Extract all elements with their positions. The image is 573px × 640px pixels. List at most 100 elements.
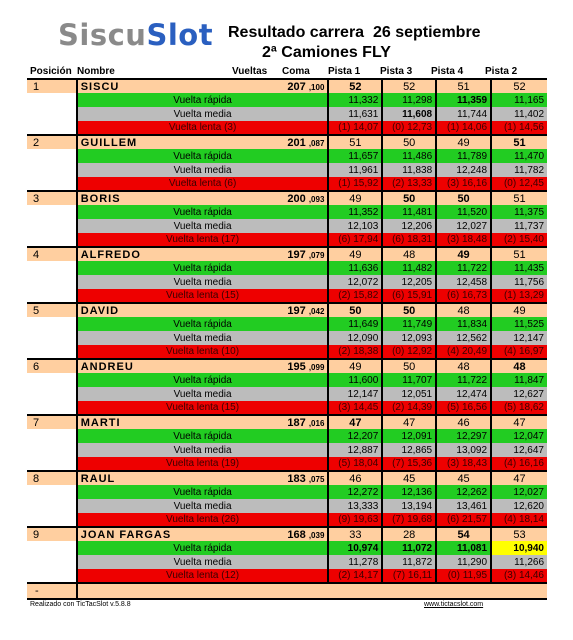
fastest-lap-time: 11,081 xyxy=(435,541,492,555)
slowest-lap-row: Vuelta lenta (12) (2) 14,17 (7) 16,11 (0) 1… xyxy=(27,569,547,583)
track-laps: 47 xyxy=(490,414,547,429)
footer-website-link[interactable]: www.tictacslot.com xyxy=(424,601,484,608)
average-lap-label-text: Vuelta media xyxy=(173,332,232,344)
slowest-lap-label-text: Vuelta lenta xyxy=(166,514,219,525)
track-laps: 49 xyxy=(435,134,492,149)
slowest-lap-time: (3) 14,46 xyxy=(490,569,547,583)
track-laps: 51 xyxy=(490,134,547,149)
average-lap-row: Vuelta media 11,631 11,608 11,744 11,402 xyxy=(27,107,547,121)
fastest-lap-time: 12,027 xyxy=(490,485,547,499)
track-laps: 52 xyxy=(327,78,383,93)
driver-laps: 201 xyxy=(287,136,306,149)
col-track-header: Pista 3 xyxy=(380,66,413,77)
average-lap-label: Vuelta media xyxy=(75,275,329,289)
slowest-lap-row: Vuelta lenta (3) (1) 14,07 (0) 12,73 (1) 14… xyxy=(27,121,547,135)
average-lap-time: 12,147 xyxy=(327,387,383,401)
driver-name: DAVID xyxy=(75,302,238,317)
fastest-lap-label: Vuelta rápida xyxy=(75,429,329,443)
fastest-lap-label: Vuelta rápida xyxy=(75,373,329,387)
fastest-lap-time: 10,974 xyxy=(327,541,383,555)
empty-cell xyxy=(27,443,77,457)
slowest-lap-label-text: Vuelta lenta xyxy=(168,122,222,133)
col-laps-header: Vueltas xyxy=(232,66,268,77)
slowest-lap-label: Vuelta lenta (6) xyxy=(75,177,329,191)
average-lap-time: 13,333 xyxy=(327,499,383,513)
average-lap-label-text: Vuelta media xyxy=(173,388,232,400)
fastest-lap-time: 11,298 xyxy=(381,93,437,107)
fastest-lap-time: 11,707 xyxy=(381,373,437,387)
slowest-lap-time: (4) 20,49 xyxy=(435,345,492,359)
fastest-lap-label-text: Vuelta rápida xyxy=(173,542,232,554)
slowest-lap-label-text: Vuelta lenta xyxy=(166,402,219,413)
slowest-lap-label-text: Vuelta lenta xyxy=(168,178,222,189)
driver-name: RAUL xyxy=(75,470,238,485)
slow-lap-count: (26) xyxy=(221,514,240,525)
driver-row: 5 DAVID 197 ,042 50 50 48 49 xyxy=(27,302,547,317)
driver-laps-decimal: ,099 xyxy=(308,362,325,372)
fastest-lap-row: Vuelta rápida 11,352 11,481 11,520 11,375 xyxy=(27,205,547,219)
average-lap-time: 12,090 xyxy=(327,331,383,345)
driver-laps-decimal: ,093 xyxy=(308,194,325,204)
driver-laps: 207 xyxy=(287,80,306,93)
slowest-lap-label: Vuelta lenta (17) xyxy=(75,233,329,247)
driver-laps-cell: 197 ,042 xyxy=(237,302,329,317)
empty-row-filler xyxy=(75,582,547,600)
fastest-lap-time: 12,272 xyxy=(327,485,383,499)
driver-laps: 197 xyxy=(287,304,306,317)
fastest-lap-time: 11,649 xyxy=(327,317,383,331)
fastest-lap-time: 10,940 xyxy=(490,541,547,555)
slowest-lap-time: (3) 16,16 xyxy=(435,177,492,191)
slowest-lap-time: (7) 19,68 xyxy=(381,513,437,527)
slowest-lap-time: (5) 18,04 xyxy=(327,457,383,471)
empty-cell xyxy=(27,107,77,121)
track-laps: 33 xyxy=(327,526,383,541)
slowest-lap-label: Vuelta lenta (3) xyxy=(75,121,329,135)
average-lap-row: Vuelta media 12,090 12,093 12,562 12,147 xyxy=(27,331,547,345)
average-lap-time: 13,194 xyxy=(381,499,437,513)
empty-cell xyxy=(27,555,77,569)
driver-row: 1 SISCU 207 ,100 52 52 51 52 xyxy=(27,78,547,93)
average-lap-time: 12,147 xyxy=(490,331,547,345)
slowest-lap-label: Vuelta lenta (19) xyxy=(75,457,329,471)
track-laps: 50 xyxy=(381,302,437,317)
average-lap-time: 11,872 xyxy=(381,555,437,569)
empty-position: - xyxy=(27,582,77,600)
average-lap-time: 12,072 xyxy=(327,275,383,289)
fastest-lap-row: Vuelta rápida 10,974 11,072 11,081 10,940 xyxy=(27,541,547,555)
average-lap-row: Vuelta media 11,278 11,872 11,290 11,266 xyxy=(27,555,547,569)
fastest-lap-label-text: Vuelta rápida xyxy=(173,486,232,498)
track-laps: 50 xyxy=(381,358,437,373)
empty-cell xyxy=(27,499,77,513)
driver-position: 1 xyxy=(27,78,77,93)
fastest-lap-time: 12,297 xyxy=(435,429,492,443)
slowest-lap-label-text: Vuelta lenta xyxy=(166,234,219,245)
track-laps: 51 xyxy=(327,134,383,149)
slow-lap-count: (6) xyxy=(224,178,237,189)
fastest-lap-row: Vuelta rápida 11,600 11,707 11,722 11,847 xyxy=(27,373,547,387)
track-laps: 48 xyxy=(381,246,437,261)
driver-laps-cell: 187 ,016 xyxy=(237,414,329,429)
average-lap-time: 12,103 xyxy=(327,219,383,233)
slowest-lap-label: Vuelta lenta (12) xyxy=(75,569,329,583)
driver-row: 4 ALFREDO 197 ,079 49 48 49 51 xyxy=(27,246,547,261)
slowest-lap-time: (1) 15,92 xyxy=(327,177,383,191)
empty-cell xyxy=(27,317,77,331)
fastest-lap-row: Vuelta rápida 12,272 12,136 12,262 12,027 xyxy=(27,485,547,499)
fastest-lap-time: 11,636 xyxy=(327,261,383,275)
track-laps: 51 xyxy=(490,246,547,261)
average-lap-label-text: Vuelta media xyxy=(173,220,232,232)
slowest-lap-time: (7) 15,36 xyxy=(381,457,437,471)
track-laps: 46 xyxy=(435,414,492,429)
driver-laps-decimal: ,079 xyxy=(308,250,325,260)
track-laps: 49 xyxy=(327,358,383,373)
fastest-lap-time: 11,481 xyxy=(381,205,437,219)
driver-laps-cell: 197 ,079 xyxy=(237,246,329,261)
driver-position: 8 xyxy=(27,470,77,485)
fastest-lap-label: Vuelta rápida xyxy=(75,485,329,499)
slowest-lap-time: (5) 18,62 xyxy=(490,401,547,415)
average-lap-row: Vuelta media 12,147 12,051 12,474 12,627 xyxy=(27,387,547,401)
race-title: Resultado carrera 26 septiembre xyxy=(228,24,481,41)
slowest-lap-row: Vuelta lenta (26) (9) 19,63 (7) 19,68 (6) 2… xyxy=(27,513,547,527)
track-laps: 49 xyxy=(490,302,547,317)
average-lap-label: Vuelta media xyxy=(75,219,329,233)
